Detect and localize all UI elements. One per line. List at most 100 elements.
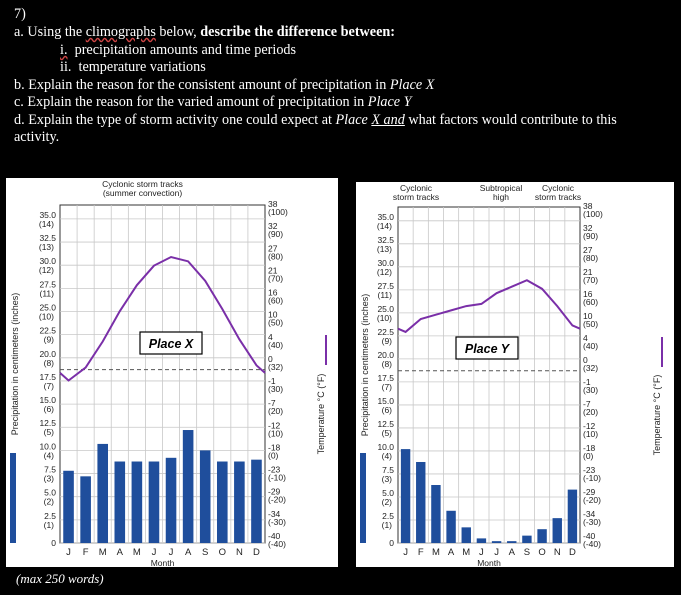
- precip-bar: [416, 461, 426, 543]
- header-line1: Cyclonic: [542, 183, 575, 193]
- y-tick-label-in: (10): [39, 311, 54, 321]
- y-axis-label: Precipitation in centimeters (inches): [10, 293, 20, 436]
- place-label-box: [139, 331, 203, 355]
- y2-tick-label-c: -12: [583, 421, 596, 431]
- y-tick-label-in: (1): [44, 520, 55, 530]
- y2-tick-label-f: (-40): [583, 539, 601, 549]
- precip-bar: [165, 457, 177, 543]
- y2-tick-label-c: -7: [268, 398, 276, 408]
- header-line1: Subtropical: [480, 183, 523, 193]
- y-tick-label-cm: 5.0: [44, 488, 56, 498]
- y-tick-label-cm: 35.0: [39, 210, 56, 220]
- question-a-i: i. precipitation amounts and time period…: [60, 42, 296, 59]
- place-label: Place X: [149, 337, 194, 351]
- q-a-mid: below,: [155, 24, 201, 40]
- y-tick-label-in: (3): [44, 474, 55, 484]
- y2-tick-label-f: (0): [583, 451, 594, 461]
- y2-axis-label: Temperature °C (°F): [652, 375, 662, 456]
- y-tick-label-cm: 20.0: [39, 349, 56, 359]
- y2-tick-label-f: (-30): [583, 517, 601, 527]
- y-tick-label-cm: 7.5: [44, 465, 56, 475]
- y2-tick-label-c: -40: [268, 531, 281, 541]
- y-tick-label-in: (7): [382, 382, 393, 392]
- y2-tick-label-f: (-20): [583, 495, 601, 505]
- x-tick-label: D: [569, 547, 576, 558]
- y2-tick-label-c: 4: [583, 333, 588, 343]
- y-tick-label-in: (14): [39, 219, 54, 229]
- y-tick-label-in: (6): [44, 404, 55, 414]
- precip-bar: [507, 541, 517, 543]
- x-tick-label: M: [99, 547, 107, 558]
- y-tick-label-cm: 30.0: [377, 258, 394, 268]
- y2-tick-label-c: 27: [268, 243, 278, 253]
- y-tick-label-in: (12): [377, 267, 392, 277]
- y2-tick-label-c: 0: [583, 355, 588, 365]
- x-tick-label: F: [83, 547, 89, 558]
- q-c-place: Place Y: [367, 94, 412, 110]
- y2-tick-label-f: (60): [268, 296, 283, 306]
- x-tick-label: J: [494, 547, 499, 558]
- y-tick-label-in: (5): [44, 427, 55, 437]
- x-tick-label: M: [462, 547, 470, 558]
- question-c: c. Explain the reason for the varied amo…: [14, 94, 412, 111]
- y-axis-label: Precipitation in centimeters (inches): [360, 294, 370, 437]
- header-line1: Cyclonic storm tracks: [102, 179, 183, 189]
- precip-bar: [114, 461, 126, 543]
- header-line2: storm tracks: [535, 192, 581, 202]
- y-tick-label-in: (13): [377, 244, 392, 254]
- q-d-place-a: Place: [335, 112, 372, 128]
- y2-tick-label-f: (100): [268, 207, 288, 217]
- legend-precip-swatch: [10, 453, 16, 543]
- x-tick-label: O: [219, 547, 226, 558]
- y-tick-label-cm: 32.5: [377, 235, 394, 245]
- y2-tick-label-f: (20): [268, 406, 283, 416]
- q-b-place: Place X: [389, 77, 435, 93]
- y2-tick-label-f: (80): [583, 253, 598, 263]
- y-tick-label-in: (14): [377, 221, 392, 231]
- y-tick-label-cm: 0: [389, 538, 394, 548]
- y-tick-label-in: (10): [377, 313, 392, 323]
- y2-tick-label-c: 38: [268, 199, 278, 209]
- precip-bar: [431, 485, 441, 543]
- y2-tick-label-f: (50): [268, 318, 283, 328]
- question-a: a. Using the climographs below, describe…: [14, 24, 395, 41]
- y-tick-label-cm: 5.0: [382, 488, 394, 498]
- q-ii-label: ii.: [60, 59, 72, 75]
- question-number: 7): [14, 6, 26, 22]
- x-axis-label: Month: [477, 558, 501, 567]
- y-tick-label-in: (6): [382, 405, 393, 415]
- precip-bar: [446, 510, 456, 543]
- y2-tick-label-f: (30): [583, 385, 598, 395]
- y2-tick-label-f: (-10): [583, 473, 601, 483]
- x-tick-label: A: [448, 547, 455, 558]
- q-d-prefix: d. Explain the type of storm activity on…: [14, 112, 336, 128]
- place-label-box: [455, 336, 519, 360]
- y2-tick-label-f: (-40): [268, 539, 286, 549]
- x-axis-label: Month: [151, 558, 175, 567]
- y2-tick-label-c: -18: [583, 443, 596, 453]
- y-tick-label-in: (3): [382, 474, 393, 484]
- y-tick-label-in: (2): [44, 497, 55, 507]
- y2-tick-label-f: (0): [268, 450, 279, 460]
- y2-tick-label-c: -1: [583, 377, 591, 387]
- x-tick-label: A: [509, 547, 516, 558]
- y-tick-label-in: (4): [44, 450, 55, 460]
- chart-x-content: 35.0(14)32.5(13)30.0(12)27.5(11)25.0(10)…: [6, 178, 338, 567]
- y2-tick-label-f: (32): [583, 363, 598, 373]
- y2-tick-label-c: -23: [268, 465, 281, 475]
- y-tick-label-in: (8): [44, 358, 55, 368]
- chart-y-content: 35.0(14)32.5(13)30.0(12)27.5(11)25.0(10)…: [356, 182, 674, 567]
- y2-tick-label-f: (50): [583, 319, 598, 329]
- x-tick-label: A: [117, 547, 124, 558]
- y-tick-label-cm: 22.5: [39, 326, 56, 336]
- y-tick-label-in: (5): [382, 428, 393, 438]
- y2-tick-label-c: 32: [583, 223, 593, 233]
- y2-tick-label-c: -29: [583, 487, 596, 497]
- precip-bar: [552, 518, 562, 543]
- y2-tick-label-f: (-20): [268, 495, 286, 505]
- y2-tick-label-c: -29: [268, 487, 281, 497]
- y-tick-label-cm: 12.5: [377, 419, 394, 429]
- q-c-prefix: c. Explain the reason for the varied amo…: [14, 94, 368, 110]
- y-tick-label-cm: 27.5: [39, 279, 56, 289]
- precip-bar: [476, 538, 487, 543]
